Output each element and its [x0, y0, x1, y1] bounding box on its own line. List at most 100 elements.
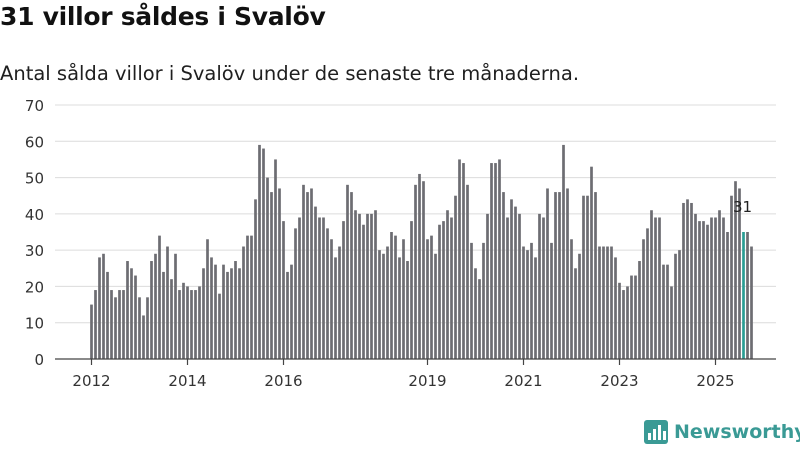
bar — [518, 213, 521, 359]
bar — [646, 228, 649, 359]
bar — [546, 188, 549, 359]
bar — [654, 217, 657, 359]
bar — [486, 213, 489, 359]
bar — [162, 271, 165, 359]
bar — [150, 261, 153, 359]
bar — [242, 246, 245, 359]
bar — [454, 195, 457, 359]
y-tick-label: 50 — [25, 170, 44, 188]
bar — [286, 271, 289, 359]
bar — [702, 221, 705, 359]
bar — [474, 268, 477, 359]
bar — [134, 275, 137, 359]
bar — [614, 257, 617, 359]
bar — [458, 159, 461, 359]
bar — [290, 264, 293, 359]
bar — [438, 224, 441, 359]
bar — [114, 297, 117, 359]
bar — [430, 235, 433, 359]
bar — [534, 257, 537, 359]
bar — [198, 286, 201, 359]
bar — [106, 271, 109, 359]
bar — [402, 239, 405, 359]
bar — [314, 206, 317, 359]
bar — [334, 257, 337, 359]
newsworthy-logo-icon — [644, 420, 668, 444]
chart-subtitle: Antal sålda villor i Svalöv under de sen… — [0, 62, 580, 85]
bar — [362, 224, 365, 359]
bar — [658, 217, 661, 359]
bar — [170, 279, 173, 359]
bar — [350, 192, 353, 359]
y-tick-label: 20 — [25, 278, 44, 296]
bar — [570, 239, 573, 359]
bar — [482, 242, 485, 359]
bar — [622, 290, 625, 359]
bar — [514, 206, 517, 359]
bar — [342, 221, 345, 359]
bar — [506, 217, 509, 359]
bar — [338, 246, 341, 359]
bar — [194, 290, 197, 359]
bar — [118, 290, 121, 359]
bar — [130, 268, 133, 359]
bar — [234, 261, 237, 359]
bar — [90, 304, 93, 359]
bar — [218, 293, 221, 359]
bar — [422, 181, 425, 359]
bar — [602, 246, 605, 359]
bar — [606, 246, 609, 359]
bar — [142, 315, 145, 359]
bar — [298, 217, 301, 359]
bar — [270, 192, 273, 359]
bar — [554, 192, 557, 359]
bar — [330, 239, 333, 359]
bar — [306, 192, 309, 359]
bar — [354, 210, 357, 359]
bar — [558, 192, 561, 359]
bar — [710, 217, 713, 359]
bar — [538, 213, 541, 359]
bar — [426, 239, 429, 359]
bar — [254, 199, 257, 359]
bar — [178, 290, 181, 359]
bar — [718, 210, 721, 359]
bar — [562, 144, 565, 359]
bar — [434, 253, 437, 359]
bar — [94, 290, 97, 359]
bar — [366, 213, 369, 359]
bar — [310, 188, 313, 359]
bar — [250, 235, 253, 359]
bar — [414, 184, 417, 359]
bar — [462, 163, 465, 359]
bar — [122, 290, 125, 359]
bar — [630, 275, 633, 359]
bar — [326, 228, 329, 359]
bar — [98, 257, 101, 359]
y-tick-label: 40 — [25, 206, 44, 224]
highlight-bar — [742, 232, 745, 359]
y-tick-label: 60 — [25, 133, 44, 151]
chart-title: 31 villor såldes i Svalöv — [0, 2, 326, 31]
bar — [490, 163, 493, 359]
bar — [746, 232, 749, 359]
bar — [370, 213, 373, 359]
bar — [666, 264, 669, 359]
bar — [738, 188, 741, 359]
bar — [542, 217, 545, 359]
newsworthy-brand: Newsworthy — [644, 420, 800, 444]
bar — [222, 264, 225, 359]
bar — [258, 144, 261, 359]
bar — [318, 217, 321, 359]
bar — [686, 199, 689, 359]
y-tick-label: 30 — [25, 242, 44, 260]
bar — [730, 195, 733, 359]
bar — [390, 232, 393, 359]
bar — [662, 264, 665, 359]
bar — [282, 221, 285, 359]
bar — [510, 199, 513, 359]
bar — [394, 235, 397, 359]
bar — [470, 242, 473, 359]
bar — [642, 239, 645, 359]
bar — [582, 195, 585, 359]
